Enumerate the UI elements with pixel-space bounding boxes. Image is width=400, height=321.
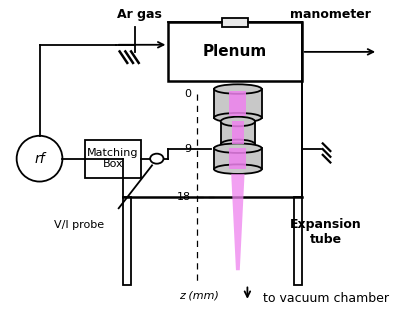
Bar <box>222 18 248 27</box>
Text: 0: 0 <box>184 89 191 99</box>
Ellipse shape <box>221 140 255 149</box>
Ellipse shape <box>214 84 262 94</box>
Bar <box>214 89 262 118</box>
Bar <box>168 22 302 82</box>
Bar <box>85 140 141 178</box>
Text: 18: 18 <box>177 192 191 202</box>
Polygon shape <box>231 174 244 270</box>
Ellipse shape <box>150 154 164 164</box>
Bar <box>214 148 262 169</box>
Text: Plenum: Plenum <box>203 44 267 59</box>
Ellipse shape <box>214 143 262 153</box>
Text: Matching
Box: Matching Box <box>87 148 139 169</box>
Ellipse shape <box>221 117 255 126</box>
Text: Expansion
tube: Expansion tube <box>290 218 362 246</box>
Text: rf: rf <box>34 152 45 166</box>
Bar <box>124 197 131 284</box>
Text: to vacuum chamber: to vacuum chamber <box>262 292 388 305</box>
Ellipse shape <box>214 113 262 122</box>
Text: z (mm): z (mm) <box>179 291 219 301</box>
Ellipse shape <box>214 164 262 174</box>
Bar <box>221 121 255 144</box>
Bar <box>294 197 302 284</box>
Text: manometer: manometer <box>290 8 371 21</box>
Bar <box>229 148 246 169</box>
Text: 9: 9 <box>184 144 191 154</box>
Text: V/I probe: V/I probe <box>54 221 104 230</box>
Circle shape <box>17 136 62 182</box>
Bar <box>232 121 244 144</box>
Bar <box>229 91 246 116</box>
Text: Ar gas: Ar gas <box>117 8 162 21</box>
